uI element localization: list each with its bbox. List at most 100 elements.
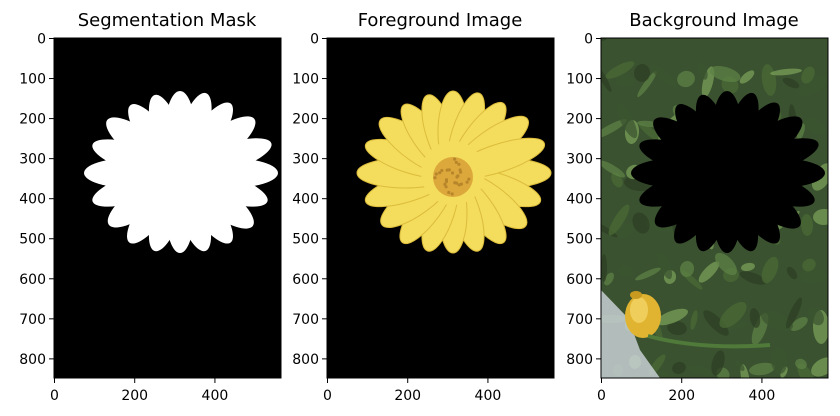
y-tick-label: 600 — [566, 272, 593, 288]
leaf — [632, 212, 650, 234]
leaf — [735, 361, 745, 371]
x-tick-label: 200 — [394, 388, 421, 404]
foreground-panel-title: Foreground Image — [358, 10, 523, 31]
flower-bud — [625, 291, 771, 349]
leaf — [698, 62, 708, 80]
foreground-panel: Foreground Image 0 100 200 300 400 500 600 700 8… — [292, 10, 555, 405]
disk-floret — [445, 168, 449, 172]
mask-panel: Segmentation Mask 0 100 200 300 400 500 600 700… — [19, 10, 282, 404]
disk-floret — [465, 180, 469, 184]
y-tick-label: 100 — [292, 72, 319, 88]
leaf — [797, 363, 815, 378]
y-tick-label: 500 — [292, 232, 319, 248]
leaf — [770, 348, 788, 374]
flower-cutout — [631, 91, 825, 253]
y-tick-label: 400 — [566, 192, 593, 208]
leaf — [605, 61, 635, 79]
leaf — [679, 261, 695, 277]
leaf — [601, 64, 612, 92]
disk-floret — [453, 157, 457, 161]
leaf — [688, 366, 714, 376]
mask-flower-shape — [84, 91, 278, 253]
leaf — [656, 370, 668, 378]
y-tick-label: 600 — [292, 272, 319, 288]
y-tick-label: 600 — [19, 272, 46, 288]
y-tick-label: 300 — [19, 152, 46, 168]
x-tick-label: 0 — [50, 388, 59, 404]
leaf — [739, 271, 767, 285]
disk-floret — [454, 181, 459, 185]
background-axes: 0 100 200 300 400 500 600 700 800 0 200 400 — [566, 32, 775, 405]
mask-panel-title: Segmentation Mask — [78, 10, 257, 31]
background-frame — [600, 37, 829, 379]
leaf — [719, 302, 747, 328]
sky-patch — [601, 290, 660, 378]
leaf — [690, 310, 698, 330]
leaf — [601, 160, 626, 178]
y-tick-label: 100 — [19, 72, 46, 88]
y-tick-label: 400 — [292, 192, 319, 208]
leaf — [677, 70, 695, 88]
leaf — [658, 252, 672, 280]
disk-floret — [458, 168, 462, 172]
x-tick-label: 200 — [668, 388, 695, 404]
y-tick-label: 200 — [566, 112, 593, 128]
y-tick-label: 800 — [19, 352, 46, 368]
y-tick-label: 100 — [566, 72, 593, 88]
disk-floret — [433, 176, 437, 180]
leaf — [701, 66, 715, 98]
y-tick-label: 300 — [292, 152, 319, 168]
background-panel-title: Background Image — [629, 10, 798, 31]
leaf — [802, 258, 816, 272]
x-tick-label: 400 — [475, 388, 502, 404]
leaf — [739, 70, 755, 84]
x-tick-label: 400 — [749, 388, 776, 404]
leaf — [782, 77, 800, 89]
leaf — [715, 252, 737, 276]
leaf — [703, 310, 729, 336]
mask-frame — [53, 37, 282, 379]
leaf — [601, 254, 607, 282]
leaf — [749, 308, 761, 328]
disk-floret — [450, 171, 455, 175]
x-tick-label: 400 — [202, 388, 229, 404]
foreground-frame — [326, 37, 555, 379]
y-tick-label: 800 — [292, 352, 319, 368]
leaf — [601, 119, 627, 139]
flower-core — [148, 141, 212, 205]
y-tick-label: 0 — [37, 32, 46, 48]
disk-floret — [450, 192, 454, 196]
y-tick-label: 700 — [292, 312, 319, 328]
x-tick-label: 200 — [121, 388, 148, 404]
leaf — [637, 70, 657, 98]
leaf — [698, 261, 720, 283]
leaf — [604, 272, 614, 286]
leaf — [633, 64, 651, 82]
leaf — [790, 317, 808, 331]
background-panel: Background Image 0 100 200 300 400 500 600 700 8… — [566, 10, 829, 405]
leaf — [741, 262, 755, 272]
y-tick-label: 0 — [584, 32, 593, 48]
disk-floret — [440, 168, 444, 173]
y-tick-label: 200 — [19, 112, 46, 128]
leaf — [800, 214, 814, 236]
y-tick-label: 500 — [566, 232, 593, 248]
y-tick-label: 200 — [292, 112, 319, 128]
leaf — [786, 266, 798, 280]
disk-floret — [447, 190, 451, 195]
disk-floret — [467, 177, 471, 181]
leaf — [672, 361, 686, 375]
y-tick-label: 700 — [566, 312, 593, 328]
y-tick-label: 800 — [566, 352, 593, 368]
foreground-axes: 0 100 200 300 400 500 600 700 800 0 200 400 — [292, 32, 501, 405]
leaf — [798, 75, 828, 97]
disk-floret — [434, 172, 438, 176]
leaf — [608, 204, 630, 236]
x-tick-label: 0 — [323, 388, 332, 404]
disk-floret — [454, 160, 458, 164]
y-tick-label: 400 — [19, 192, 46, 208]
leaf — [619, 264, 633, 278]
disk-floret — [444, 180, 448, 184]
leaf — [761, 256, 779, 284]
disk-floret — [456, 174, 460, 178]
